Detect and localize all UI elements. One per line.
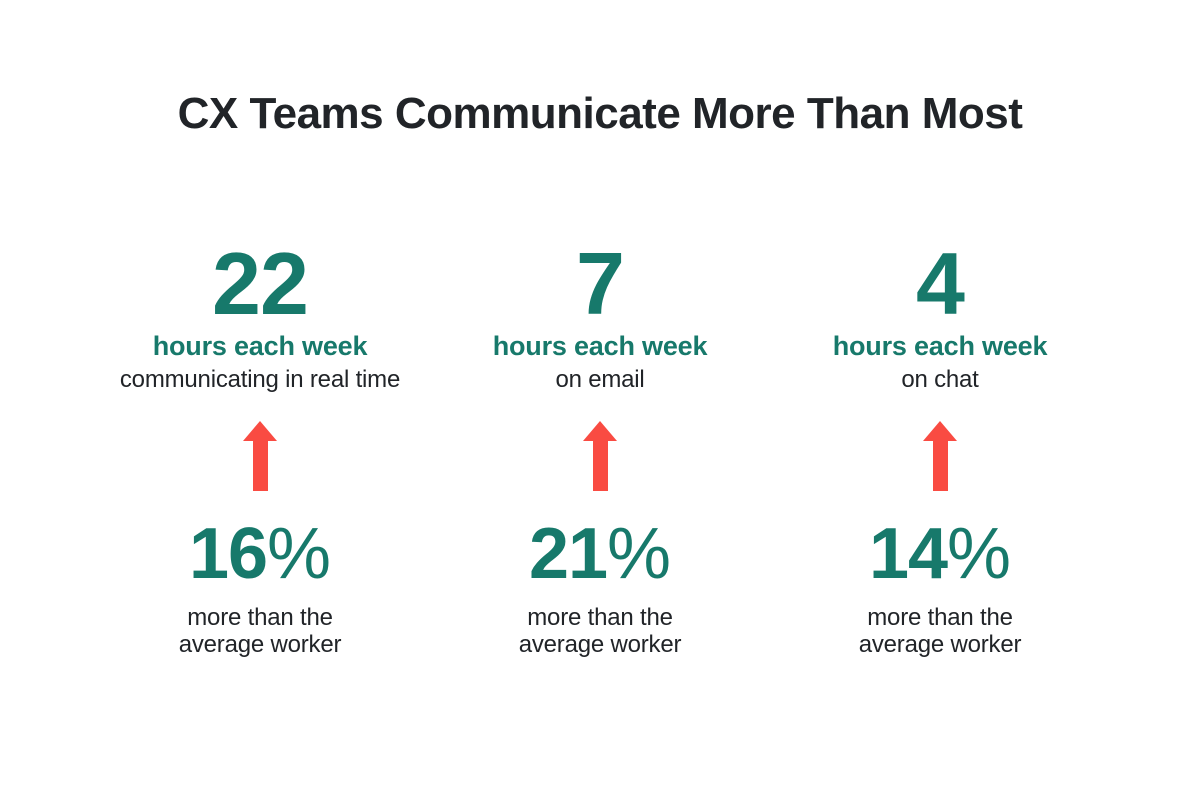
up-arrow-icon: [242, 420, 278, 491]
stat-percent: 16%: [90, 518, 430, 590]
stat-comparison-label: more than the average worker: [518, 603, 682, 658]
stat-value: 7: [576, 233, 625, 333]
arrow-stem: [932, 440, 948, 491]
stat-unit-label: hours each week: [152, 330, 368, 361]
arrow-head: [243, 420, 277, 441]
percent-value: 14: [868, 513, 948, 594]
page-title: CX Teams Communicate More Than Most: [177, 89, 1023, 138]
stat-context-label: communicating in real time: [119, 366, 401, 394]
stat-value: 22: [212, 233, 309, 333]
arrow-stem: [252, 440, 268, 491]
up-arrow-icon: [922, 420, 958, 491]
arrow-head: [583, 420, 617, 441]
arrow-stem: [592, 440, 608, 491]
stat-column-real-time: 22 hours each week communicating in real…: [90, 233, 430, 659]
stat-context-label: on email: [555, 366, 645, 394]
stat-context-label: on chat: [901, 366, 979, 394]
percent-value: 21: [528, 513, 608, 594]
stat-column-chat: 4 hours each week on chat 14% more than …: [770, 233, 1110, 659]
percent-value: 16: [188, 513, 268, 594]
stat-value: 4: [916, 233, 965, 333]
arrow-head: [923, 420, 957, 441]
stat-percent: 21%: [430, 518, 770, 590]
stat-comparison-label: more than the average worker: [178, 603, 342, 658]
percent-sign: %: [607, 513, 672, 594]
stats-row: 22 hours each week communicating in real…: [0, 233, 1200, 659]
stat-comparison-label: more than the average worker: [858, 603, 1022, 658]
percent-sign: %: [267, 513, 332, 594]
stat-unit-label: hours each week: [492, 330, 708, 361]
stat-unit-label: hours each week: [832, 330, 1048, 361]
stat-column-email: 7 hours each week on email 21% more than…: [430, 233, 770, 659]
stat-percent: 14%: [770, 518, 1110, 590]
percent-sign: %: [947, 513, 1012, 594]
up-arrow-icon: [582, 420, 618, 491]
